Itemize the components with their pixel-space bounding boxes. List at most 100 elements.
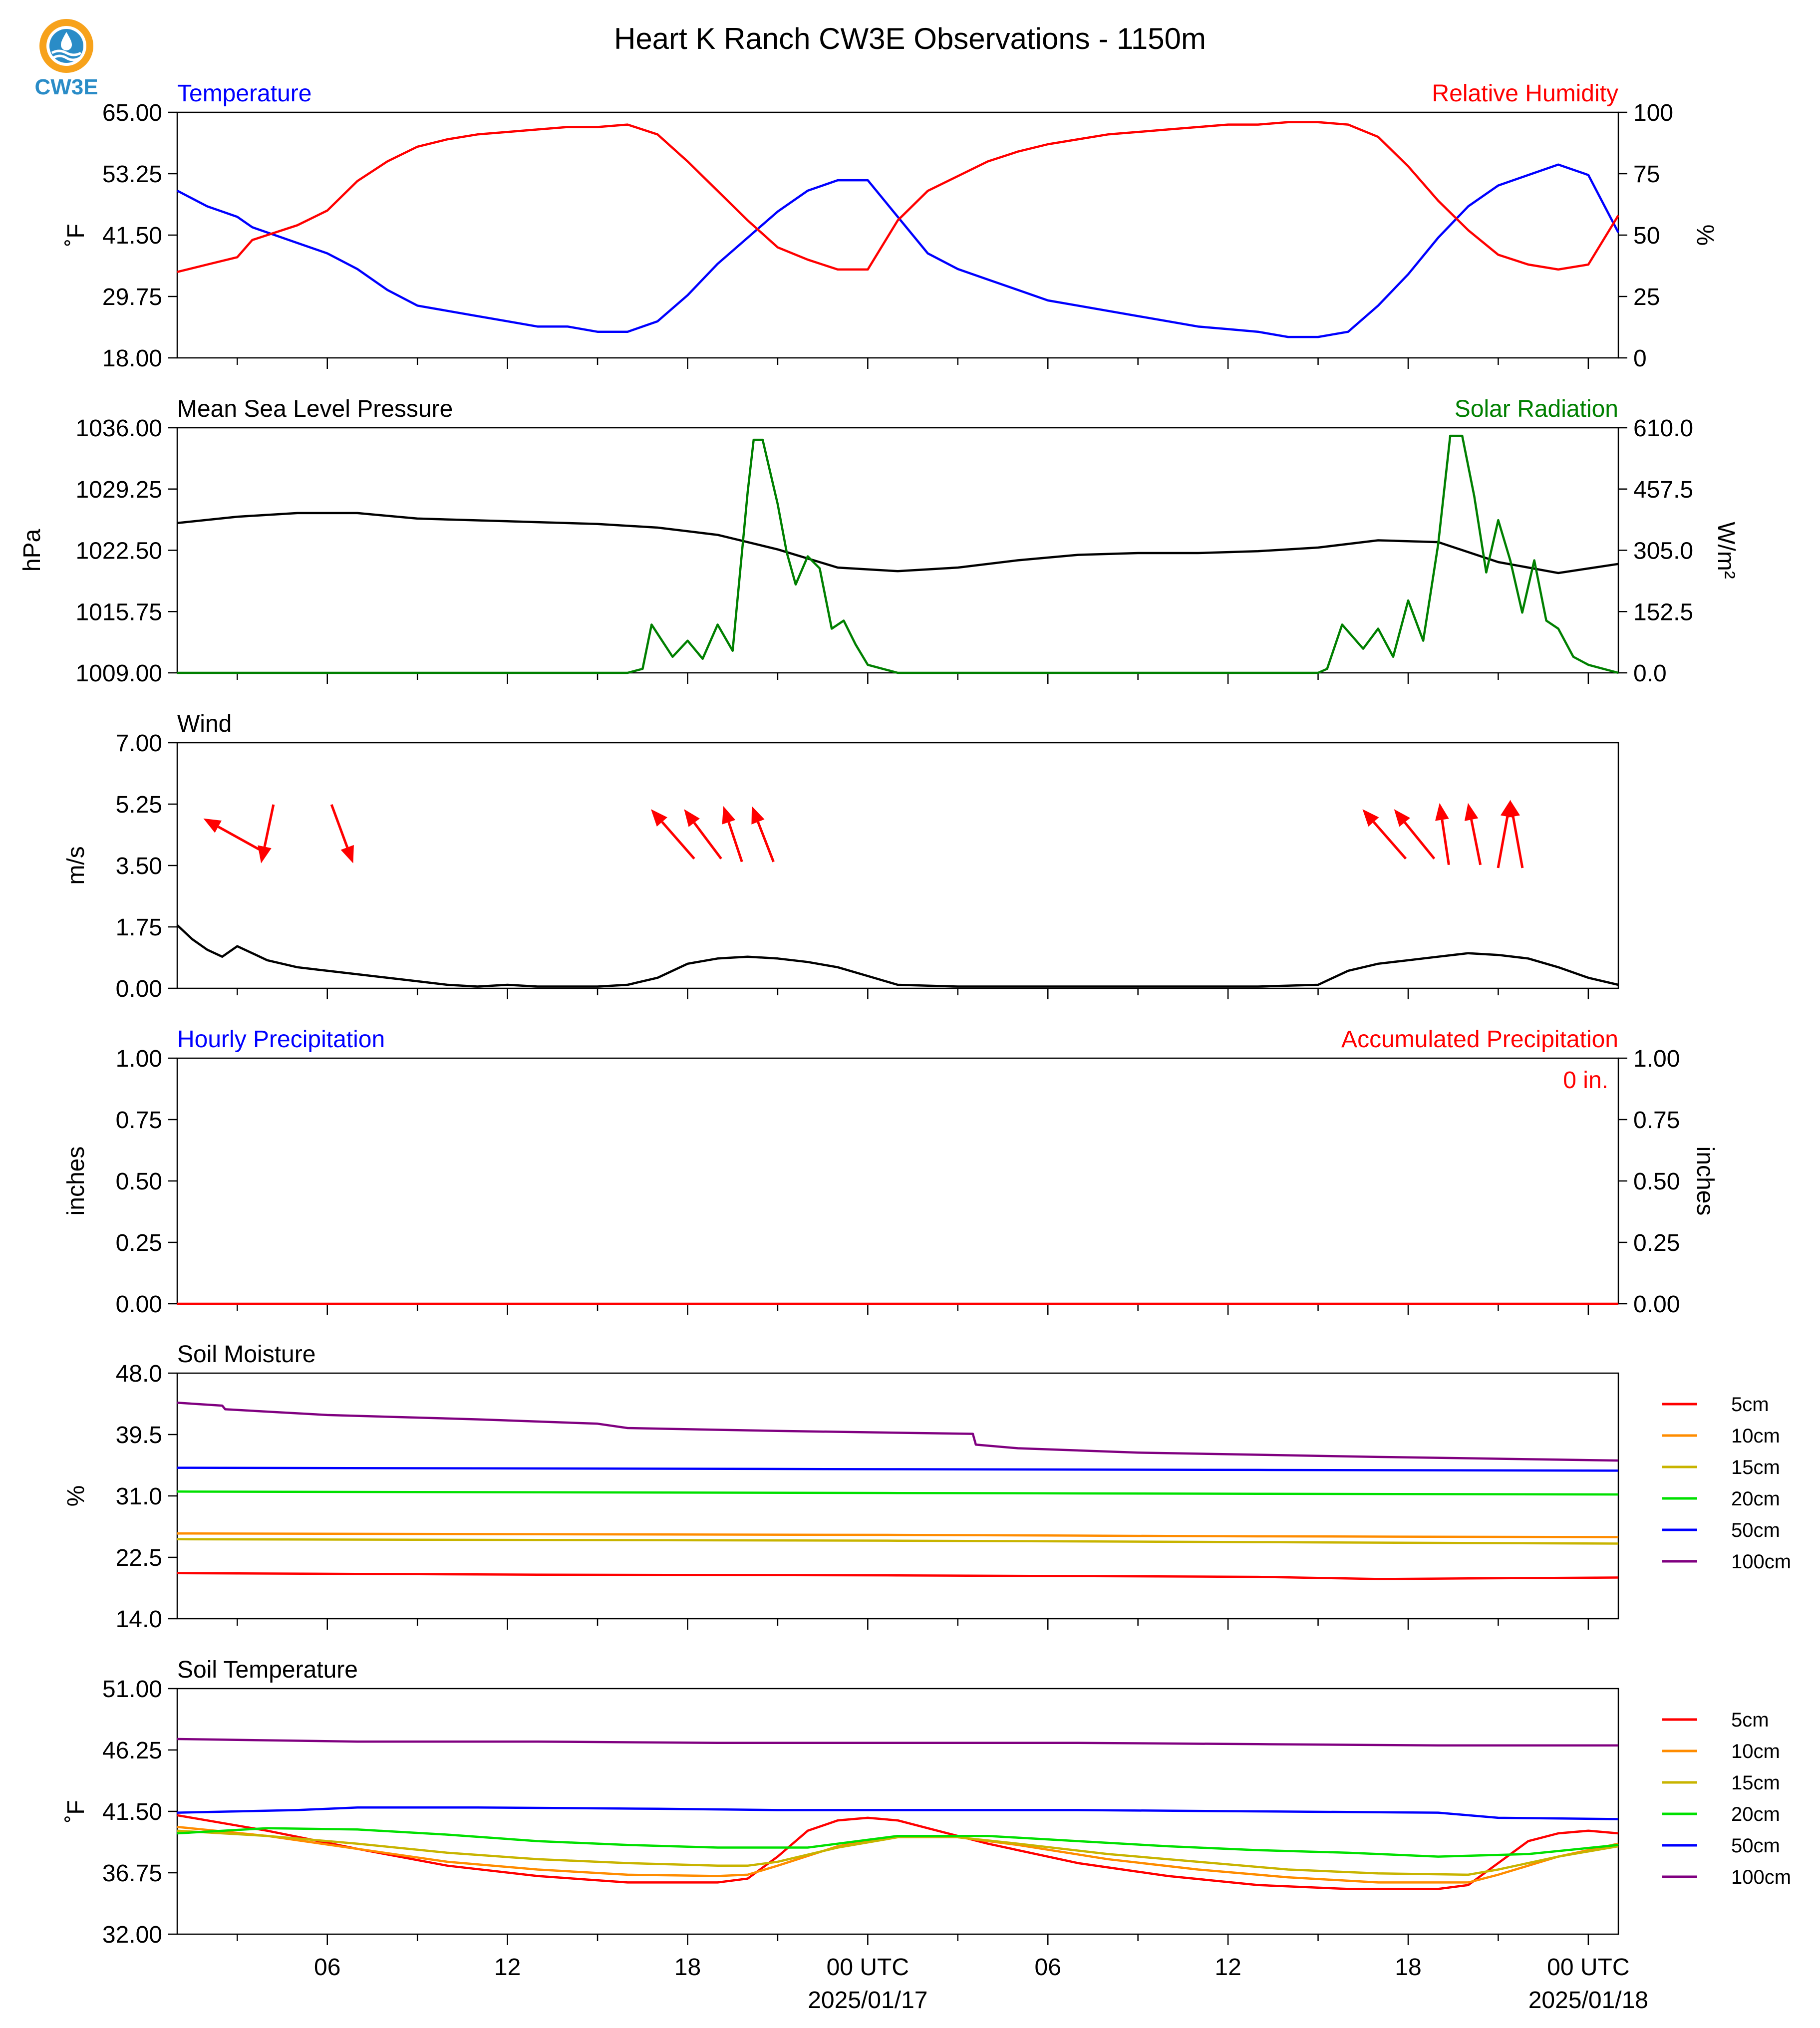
legend-label: 100cm — [1731, 1551, 1791, 1573]
series-line-5cm — [177, 1814, 1619, 1890]
y-tick-label: 22.5 — [116, 1545, 162, 1571]
y-tick-label-right: 152.5 — [1633, 599, 1693, 625]
wind-arrow-shaft — [217, 826, 260, 851]
y-tick-label-right: 75 — [1633, 161, 1660, 188]
y-tick-label: 29.75 — [102, 284, 162, 310]
wind-arrow-shaft — [330, 804, 349, 848]
y-tick-label: 46.25 — [102, 1738, 162, 1764]
panel-6: Soil Temperature 32.00 36.75 41.50 46.25 51.0… — [63, 1657, 1791, 1948]
wind-arrow-shaft — [1512, 816, 1524, 869]
y-axis-label-right: inches — [1692, 1147, 1718, 1216]
series-line-pressure — [177, 512, 1619, 575]
series-line-20cm — [177, 1827, 1619, 1858]
panel-left-title: Wind — [177, 711, 232, 737]
panel-1: Temperature Relative Humidity 18.00 29.75 41… — [63, 80, 1718, 372]
panel-left-title: Soil Moisture — [177, 1341, 315, 1368]
legend-label: 10cm — [1731, 1425, 1780, 1447]
wind-arrow-shaft — [693, 822, 722, 860]
y-tick-label: 39.5 — [116, 1422, 162, 1449]
y-axis-label: % — [63, 1485, 89, 1507]
y-tick-label: 41.50 — [102, 223, 162, 249]
wind-arrow-head — [1394, 809, 1411, 827]
wind-arrow-shaft — [1470, 819, 1482, 866]
y-tick-label: 41.50 — [102, 1799, 162, 1825]
y-axis-label: ˚F — [63, 1800, 89, 1822]
wind-arrow-head — [340, 845, 354, 864]
wind-arrow-head — [651, 809, 667, 827]
wind-arrow-shaft — [1497, 816, 1509, 869]
legend: 5cm 10cm 15cm 20cm 50cm 100cm — [1662, 1394, 1791, 1573]
series-line-temperature — [176, 163, 1619, 338]
panel-4: Hourly Precipitation Accumulated Precipit… — [63, 1026, 1718, 1318]
y-tick-label-right: 0.0 — [1633, 660, 1667, 687]
panel-left-title: Mean Sea Level Pressure — [177, 396, 453, 422]
y-tick-label: 7.00 — [116, 730, 162, 757]
y-tick-label-right: 0.75 — [1633, 1107, 1680, 1134]
wind-arrow-head — [1464, 803, 1479, 821]
wind-arrow-shaft — [1404, 821, 1436, 860]
series-line-5cm — [177, 1572, 1619, 1580]
y-tick-label: 53.25 — [102, 161, 162, 188]
series-line-solar — [177, 434, 1619, 674]
y-axis-label-right: W/m² — [1713, 522, 1739, 579]
y-tick-label-right: 0.25 — [1633, 1230, 1680, 1256]
x-tick-label: 12 — [1214, 1954, 1241, 1981]
y-tick-label: 51.00 — [102, 1676, 162, 1703]
wind-arrow-head — [258, 845, 272, 864]
wind-arrow-head — [1506, 800, 1520, 818]
y-tick-label: 1.75 — [116, 914, 162, 941]
y-tick-label: 18.00 — [102, 345, 162, 372]
y-tick-label: 1029.25 — [75, 477, 162, 503]
wind-arrow-shaft — [1372, 821, 1407, 860]
wind-arrow-head — [684, 809, 700, 827]
legend-label: 15cm — [1731, 1772, 1780, 1794]
y-tick-label-right: 100 — [1633, 100, 1673, 126]
y-tick-label: 0.50 — [116, 1168, 162, 1195]
wind-arrow-head — [751, 806, 765, 825]
y-tick-label: 36.75 — [102, 1860, 162, 1887]
legend-label: 50cm — [1731, 1835, 1780, 1857]
panel-left-title: Temperature — [177, 80, 311, 107]
x-tick-label: 00 UTC — [827, 1954, 909, 1981]
series-line-50cm — [177, 1466, 1619, 1472]
x-tick-label: 18 — [674, 1954, 701, 1981]
y-tick-label-right: 305.0 — [1633, 538, 1693, 565]
x-tick-label: 00 UTC — [1547, 1954, 1629, 1981]
y-tick-label: 3.50 — [116, 853, 162, 879]
series-line-15cm — [177, 1829, 1619, 1876]
accumulated-annotation: 0 in. — [1563, 1067, 1608, 1094]
wind-arrow-shaft — [263, 804, 275, 847]
legend: 5cm 10cm 15cm 20cm 50cm 100cm — [1662, 1709, 1791, 1888]
wind-arrow-shaft — [661, 821, 695, 860]
panel-left-title: Hourly Precipitation — [177, 1026, 385, 1053]
y-tick-label-right: 50 — [1633, 223, 1660, 249]
y-axis-label: inches — [63, 1147, 89, 1216]
legend-label: 20cm — [1731, 1803, 1780, 1825]
x-tick-label: 06 — [314, 1954, 340, 1981]
y-axis-label: m/s — [63, 846, 89, 884]
y-tick-label: 32.00 — [102, 1922, 162, 1948]
wind-arrow-head — [722, 806, 736, 825]
series-line-humidity — [177, 121, 1619, 273]
cw3e-logo: CW3E — [31, 17, 102, 102]
y-tick-label: 0.00 — [116, 976, 162, 1002]
y-tick-label-right: 610.0 — [1633, 415, 1693, 442]
panel-3: Wind 0.00 1.75 3.50 5.25 7.00 m/s — [63, 711, 1619, 1002]
chart-title: Heart K Ranch CW3E Observations - 1150m — [614, 22, 1206, 55]
panel-right-title: Relative Humidity — [1432, 80, 1618, 107]
y-tick-label: 1015.75 — [75, 599, 162, 625]
x-tick-label: 06 — [1035, 1954, 1061, 1981]
panel-left-title: Soil Temperature — [177, 1657, 358, 1683]
x-tick-label: 18 — [1395, 1954, 1421, 1981]
y-tick-label: 65.00 — [102, 100, 162, 126]
series-line-20cm — [177, 1490, 1619, 1496]
series-line-100cm — [177, 1402, 1619, 1462]
y-tick-label-right: 25 — [1633, 284, 1660, 310]
panel-2: Mean Sea Level Pressure Solar Radiation 10… — [19, 396, 1739, 687]
y-axis-label-right: % — [1692, 225, 1718, 246]
y-tick-label: 1036.00 — [75, 415, 162, 442]
series-line-wind_line — [176, 924, 1619, 988]
y-tick-label: 14.0 — [116, 1606, 162, 1633]
wind-arrow-shaft — [727, 822, 743, 863]
